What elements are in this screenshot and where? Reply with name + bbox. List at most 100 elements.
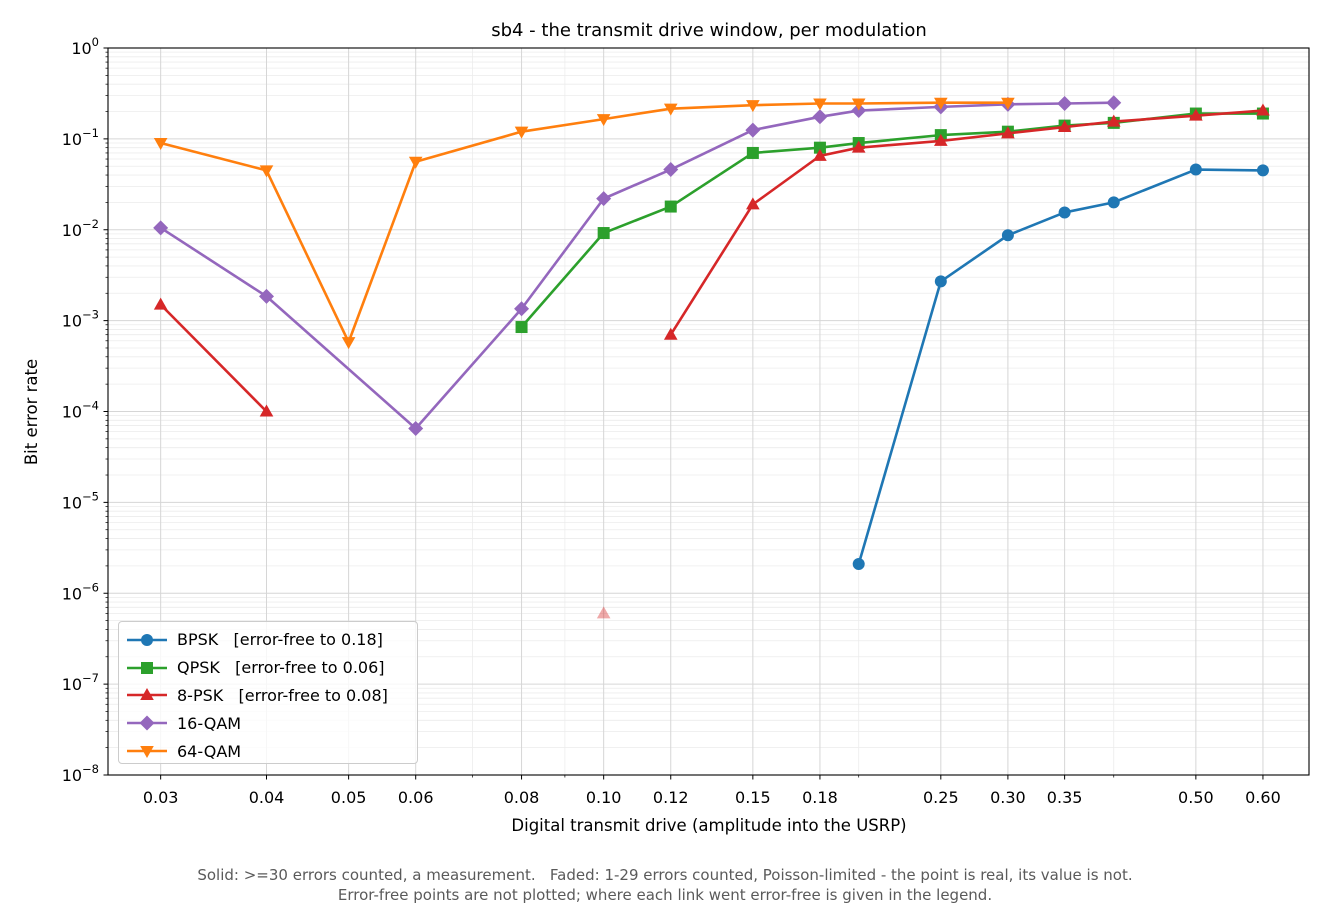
footnote-error-free-note: Error-free points are not plotted; where…: [337, 886, 993, 904]
data-point: [408, 156, 423, 169]
data-point: [1256, 103, 1270, 116]
series-2: [515, 107, 1269, 334]
x-tick-label: 0.05: [331, 788, 367, 807]
legend-entry: 16-QAM: [127, 709, 417, 737]
footnote-measurement-note: Solid: >=30 errors counted, a measuremen…: [197, 866, 1133, 884]
data-point: [812, 109, 828, 125]
series-layer: [153, 95, 1270, 619]
data-point: [1058, 206, 1071, 219]
data-point: [1001, 126, 1015, 139]
data-point: [259, 404, 274, 417]
legend-entry: BPSK [error-free to 0.18]: [127, 626, 417, 654]
x-tick-label: 0.04: [249, 788, 285, 807]
data-point: [1189, 108, 1203, 121]
data-point: [1057, 96, 1073, 112]
legend-swatch: [127, 715, 167, 731]
data-point: [1256, 164, 1269, 177]
legend-swatch-marker: [139, 715, 155, 731]
data-point: [934, 133, 948, 146]
y-tick-label: 10−6: [62, 580, 99, 603]
data-point: [745, 122, 761, 138]
data-point: [663, 162, 679, 178]
data-point: [514, 126, 529, 139]
data-point: [1057, 120, 1072, 133]
y-tick-label: 10−4: [62, 399, 99, 422]
series-line: [857, 168, 1263, 565]
legend-label: 64-QAM: [177, 741, 242, 761]
data-point: [934, 275, 947, 288]
data-point: [1001, 97, 1015, 110]
legend-entry: QPSK [error-free to 0.06]: [127, 654, 417, 682]
legend-swatch: [127, 633, 167, 646]
data-point: [153, 297, 168, 310]
y-tick-label: 10−2: [62, 217, 99, 240]
data-point: [1189, 163, 1202, 176]
data-point: [596, 114, 611, 127]
data-point: [597, 227, 610, 240]
x-tick-label: 0.35: [1047, 788, 1083, 807]
y-tick-label: 10−7: [62, 671, 99, 694]
data-point: [746, 100, 760, 113]
x-tick-label: 0.08: [504, 788, 540, 807]
chart-title: sb4 - the transmit drive window, per mod…: [491, 20, 927, 41]
data-point: [259, 288, 275, 304]
legend: BPSK [error-free to 0.18] QPSK [error-fre…: [118, 621, 418, 764]
x-tick-label: 0.06: [398, 788, 434, 807]
y-tick-label: 10−5: [62, 489, 99, 512]
x-tick-label: 0.10: [586, 788, 622, 807]
legend-swatch: [127, 688, 167, 701]
data-point: [596, 191, 612, 207]
series-3: [153, 103, 1270, 619]
data-point: [515, 321, 528, 334]
legend-label: QPSK [error-free to 0.06]: [177, 658, 385, 678]
data-point: [1106, 114, 1121, 127]
legend-swatch-marker: [141, 661, 153, 674]
legend-label: 8-PSK [error-free to 0.08]: [177, 685, 388, 705]
legend-label: 16-QAM: [177, 713, 242, 733]
data-point: [153, 138, 168, 151]
y-tick-label: 10−1: [62, 126, 99, 149]
data-point: [934, 97, 948, 110]
legend-swatch-marker: [141, 633, 153, 646]
data-point: [341, 337, 356, 350]
x-tick-label: 0.50: [1178, 788, 1214, 807]
faded-data-point: [596, 606, 611, 619]
series-line: [159, 303, 268, 413]
x-tick-label: 0.25: [923, 788, 959, 807]
series-line: [160, 101, 1008, 344]
data-point: [1106, 95, 1122, 111]
x-tick-label: 0.03: [143, 788, 179, 807]
series-1: [852, 163, 1269, 570]
data-point: [813, 148, 827, 161]
data-point: [746, 146, 759, 159]
data-point: [1107, 196, 1120, 209]
y-axis-label: Bit error rate: [22, 359, 41, 465]
x-tick-label: 0.60: [1245, 788, 1281, 807]
ticks-layer: 10−8 10−7 10−6 10−5 10−4 10−3 10−2 10−1 100 0.03 0…: [62, 35, 1281, 807]
legend-label: BPSK [error-free to 0.18]: [177, 630, 383, 650]
y-tick-label: 100: [71, 35, 99, 58]
data-point: [813, 98, 827, 111]
data-point: [852, 557, 865, 570]
legend-swatch: [127, 661, 167, 674]
y-tick-label: 10−8: [62, 762, 99, 785]
series-5: [153, 97, 1015, 350]
legend-swatch-marker: [140, 688, 154, 701]
data-point: [851, 140, 866, 153]
x-tick-label: 0.18: [802, 788, 838, 807]
data-point: [663, 103, 678, 116]
x-tick-label: 0.30: [990, 788, 1026, 807]
legend-entry: 8-PSK [error-free to 0.08]: [127, 682, 417, 710]
data-point: [851, 98, 866, 111]
y-tick-label: 10−3: [62, 308, 99, 331]
data-point: [259, 165, 274, 178]
series-line: [669, 109, 1264, 336]
x-axis-label: Digital transmit drive (amplitude into t…: [511, 816, 906, 835]
data-point: [408, 421, 424, 437]
data-point: [813, 141, 826, 154]
data-point: [153, 220, 169, 236]
x-tick-label: 0.15: [735, 788, 771, 807]
legend-swatch-marker: [140, 746, 154, 759]
data-point: [851, 103, 867, 119]
